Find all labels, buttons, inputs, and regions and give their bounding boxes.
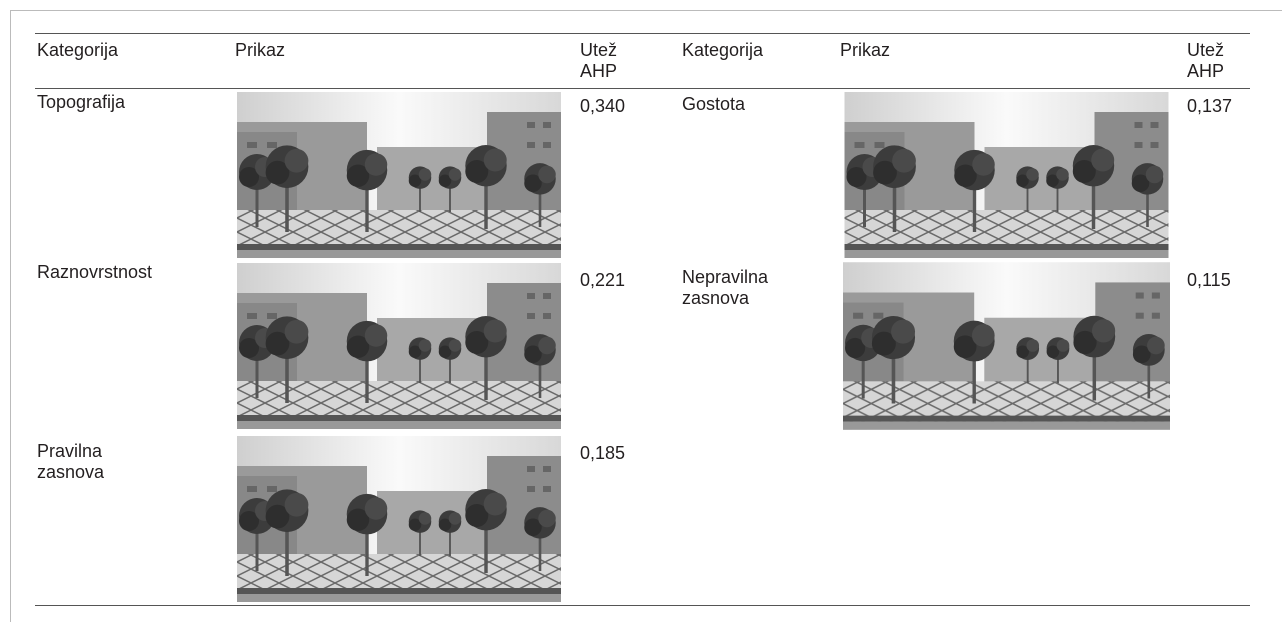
category: Nepravilna zasnova xyxy=(682,267,769,308)
weight: 0,137 xyxy=(1187,96,1233,116)
render-image xyxy=(237,92,561,258)
weight: 0,185 xyxy=(580,443,626,463)
rule-bottom xyxy=(35,605,1250,606)
render-image xyxy=(843,92,1170,258)
header-cell: Utež AHP xyxy=(580,40,618,81)
rule-top xyxy=(35,33,1250,34)
category: Pravilna zasnova xyxy=(37,441,105,482)
render-image xyxy=(843,262,1170,430)
header-cell: Prikaz xyxy=(235,40,286,60)
weight: 0,340 xyxy=(580,96,626,116)
render-image xyxy=(237,434,561,604)
category: Topografija xyxy=(37,92,126,112)
render-image xyxy=(237,262,561,430)
weight: 0,115 xyxy=(1187,270,1231,290)
weight: 0,221 xyxy=(580,270,626,290)
header-cell: Utež AHP xyxy=(1187,40,1225,81)
frame-top xyxy=(10,10,1282,11)
header-cell: Kategorija xyxy=(37,40,119,60)
category: Gostota xyxy=(682,94,746,114)
header-cell: Kategorija xyxy=(682,40,764,60)
frame-left xyxy=(10,10,11,622)
header-cell: Prikaz xyxy=(840,40,891,60)
category: Raznovrstnost xyxy=(37,262,153,282)
rule-header xyxy=(35,88,1250,89)
